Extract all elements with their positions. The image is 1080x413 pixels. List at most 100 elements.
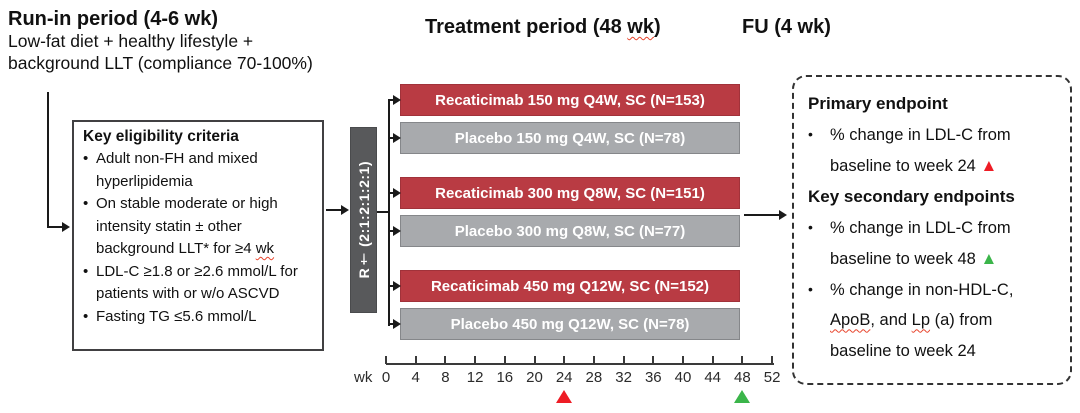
axis-tick-label: 40 [674, 369, 692, 386]
eligibility-criteria-box: Key eligibility criteria • Adult non-FH a… [72, 120, 324, 351]
axis-tick [385, 356, 387, 364]
branch-arrowhead-icon [393, 319, 401, 329]
axis-tick-label: 16 [496, 369, 514, 386]
week-axis-line [386, 363, 774, 365]
text-segment: % change in LDL-C from baseline to week … [830, 218, 1011, 269]
box-to-randomization-arrow-line [326, 209, 342, 211]
elbow-connector-horizontal-line [47, 226, 63, 228]
primary-endpoint-list: • % change in LDL-C from baseline to week… [808, 120, 1056, 182]
axis-tick [652, 356, 655, 364]
bullet-item: • On stable moderate or high intensity st… [83, 193, 316, 261]
runin-subtitle-line1: Low-fat diet + healthy lifestyle + [8, 31, 254, 51]
branch-arrow-line [389, 285, 395, 287]
branch-stub-line [377, 211, 389, 213]
bullet-text: % change in LDL-C from baseline to week … [830, 120, 1056, 182]
treatment-arm-bar: Recaticimab 450 mg Q12W, SC (N=152) [400, 270, 740, 302]
secondary-endpoints-list: • % change in LDL-C from baseline to week… [808, 213, 1056, 367]
elbow-connector-vertical-line [47, 92, 49, 228]
eligibility-title: Key eligibility criteria [83, 128, 239, 145]
bullet-item: • LDL-C ≥1.8 or ≥2.6 mmol/L for patients … [83, 261, 316, 306]
elbow-connector-arrowhead-icon [62, 222, 70, 232]
axis-tick [533, 356, 536, 364]
bullet-text: Adult non-FH and mixed hyperlipidemia [96, 148, 316, 193]
arm-label: Recaticimab 450 mg Q12W, SC (N=152) [430, 277, 710, 295]
text-segment: (a) from baseline to week 24 [830, 311, 993, 360]
arm-label: Recaticimab 150 mg Q4W, SC (N=153) [435, 91, 705, 109]
bullet-dot-icon: • [808, 125, 813, 142]
axis-tick-label: 32 [615, 369, 632, 386]
endpoint-marker-triangle-icon: ▲ [980, 249, 998, 269]
text-segment: wk [255, 240, 275, 257]
axis-tick-label: 28 [585, 369, 603, 386]
branch-arrowhead-icon [393, 188, 401, 198]
treatment-arm-bar: Recaticimab 150 mg Q4W, SC (N=153) [400, 84, 740, 116]
axis-tick-label: 20 [526, 369, 543, 386]
branch-arrow-line [389, 230, 395, 232]
endpoint-marker-triangle-icon: ▲ [980, 156, 998, 176]
timeline-marker-triangle-icon [556, 390, 573, 403]
axis-tick-label: 0 [381, 369, 391, 386]
axis-tick-label: 24 [555, 369, 573, 386]
axis-tick [771, 356, 774, 364]
axis-tick-label: 12 [466, 369, 484, 386]
branch-arrow-line [389, 323, 395, 325]
axis-tick [563, 356, 566, 364]
bullet-text: % change in LDL-C from baseline to week … [830, 213, 1056, 275]
randomization-ratio-label: R† (2:1:2:1:2:1) [355, 161, 372, 279]
primary-endpoint-title: Primary endpoint [808, 94, 948, 113]
eligibility-item-list: • Adult non-FH and mixed hyperlipidemia • O… [83, 148, 316, 328]
bullet-item: • % change in LDL-C from baseline to week… [808, 213, 1056, 275]
bullet-text: On stable moderate or high intensity sta… [96, 193, 316, 261]
text-segment: , and [870, 311, 912, 330]
axis-tick [474, 356, 477, 364]
bullet-dot-icon: • [83, 262, 89, 280]
axis-tick [622, 356, 625, 364]
treatment-period-title: Treatment period (48 wk) [425, 16, 661, 39]
bullet-dot-icon: • [83, 150, 89, 167]
bullet-item: • % change in non-HDL-C, ApoB, and Lp (a)… [808, 275, 1056, 367]
bullet-text: LDL-C ≥1.8 or ≥2.6 mmol/L for patients w… [96, 261, 316, 306]
axis-tick [711, 356, 714, 364]
bullet-dot-icon: • [808, 218, 813, 235]
bullet-item: • Adult non-FH and mixed hyperlipidemia [83, 148, 316, 193]
treatment-arm-bar: Recaticimab 300 mg Q8W, SC (N=151) [400, 177, 740, 209]
followup-period-title: FU (4 wk) [742, 16, 831, 38]
bullet-text: % change in non-HDL-C, ApoB, and Lp (a) … [830, 275, 1056, 367]
placebo-arm-bar: Placebo 450 mg Q12W, SC (N=78) [400, 308, 740, 340]
axis-tick-label: 4 [411, 369, 420, 386]
bullet-item: • Fasting TG ≤5.6 mmol/L [83, 306, 316, 329]
bullet-dot-icon: • [83, 195, 89, 212]
arms-to-endpoints-arrow-line [744, 214, 780, 216]
bullet-item: • % change in LDL-C from baseline to week… [808, 120, 1056, 182]
axis-tick [741, 356, 744, 364]
branch-arrow-line [389, 137, 395, 139]
arm-label: Placebo 450 mg Q12W, SC (N=78) [450, 315, 690, 333]
endpoints-panel: Primary endpoint • % change in LDL-C from… [792, 75, 1072, 385]
runin-period-title: Run-in period (4-6 wk) [8, 8, 218, 30]
axis-tick [444, 356, 447, 364]
axis-tick-label: 44 [704, 369, 722, 386]
arm-label: Placebo 300 mg Q8W, SC (N=77) [454, 222, 686, 240]
arm-label: Recaticimab 300 mg Q8W, SC (N=151) [435, 184, 705, 202]
text-segment: Adult non-FH and mixed hyperlipidemia [96, 150, 258, 190]
axis-tick [592, 356, 595, 364]
bullet-dot-icon: • [808, 280, 813, 297]
arm-label: Placebo 150 mg Q4W, SC (N=78) [454, 129, 686, 147]
branch-arrow-line [389, 192, 395, 194]
text-segment: Lp [911, 311, 931, 330]
text-segment: Fasting TG ≤5.6 mmol/L [96, 307, 257, 325]
axis-tick-label: 36 [644, 369, 662, 386]
week-axis-unit-label: wk [354, 369, 373, 386]
placebo-arm-bar: Placebo 150 mg Q4W, SC (N=78) [400, 122, 740, 154]
axis-tick-label: 48 [734, 369, 751, 386]
arms-to-endpoints-arrowhead-icon [779, 210, 787, 220]
bullet-dot-icon: • [83, 307, 89, 325]
randomization-bar: R† (2:1:2:1:2:1) [350, 127, 377, 313]
text-segment: wk [627, 16, 654, 38]
text-segment: On stable moderate or high intensity sta… [96, 195, 278, 257]
axis-tick-label: 52 [763, 369, 781, 386]
branch-arrow-line [389, 99, 395, 101]
axis-tick [503, 356, 506, 364]
text-segment: % change in non-HDL-C, [830, 280, 1014, 299]
